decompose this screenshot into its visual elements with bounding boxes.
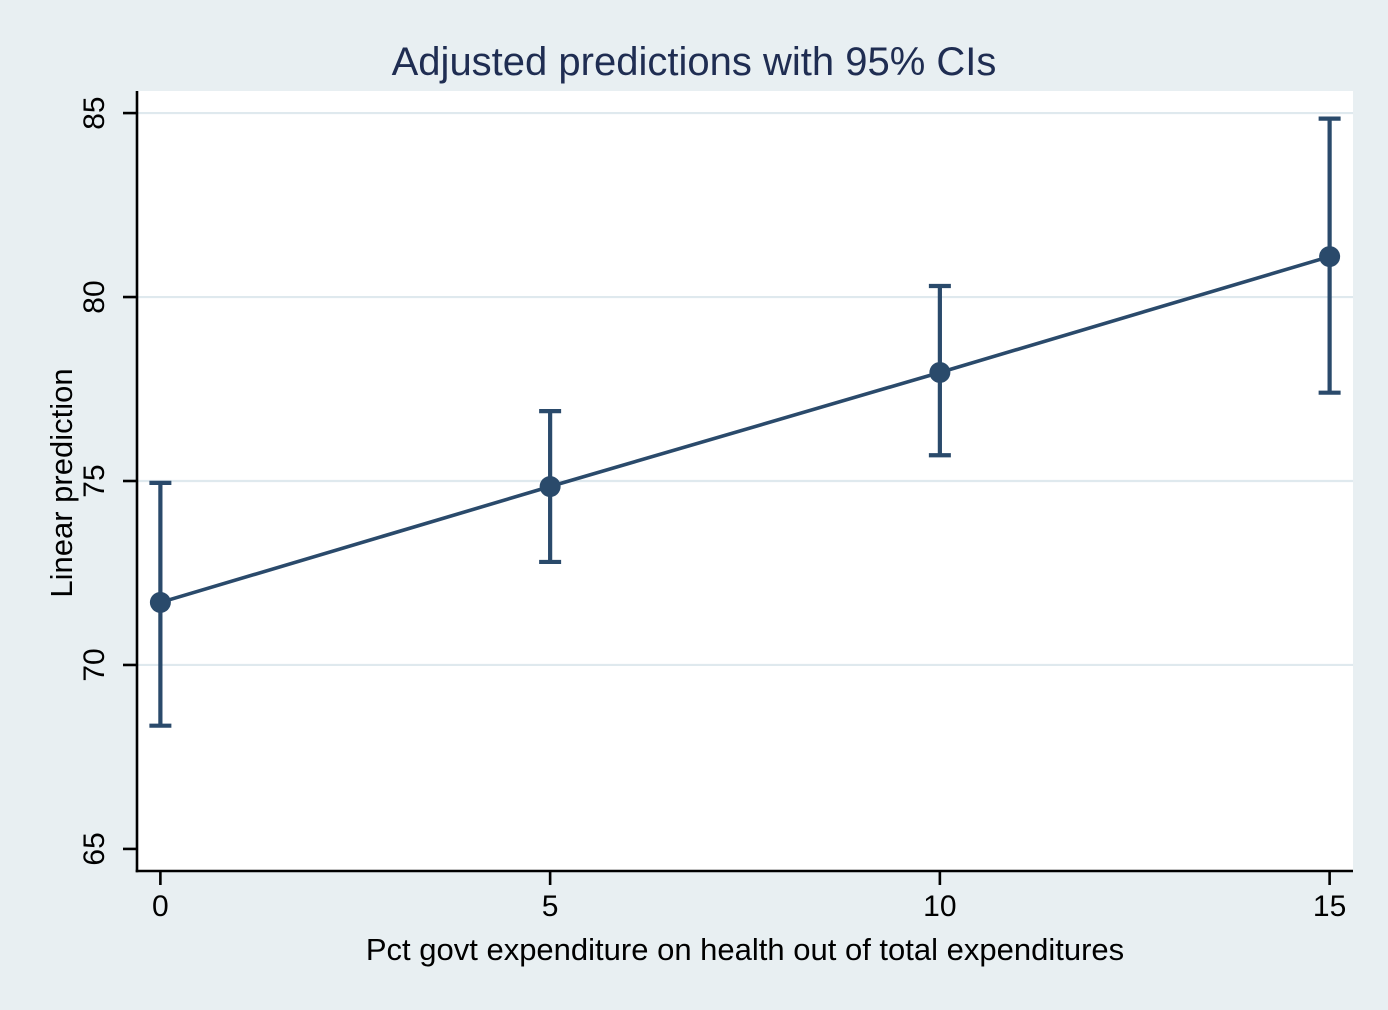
x-tick-label: 15 (1313, 890, 1346, 923)
y-tick-label: 65 (78, 832, 111, 865)
y-tick-label: 70 (78, 648, 111, 681)
y-tick-label: 80 (78, 280, 111, 313)
x-tick-label: 5 (542, 890, 559, 923)
chart-title: Adjusted predictions with 95% CIs (391, 40, 997, 84)
data-point (1319, 246, 1341, 268)
x-tick-label: 10 (923, 890, 956, 923)
y-tick-label: 85 (78, 96, 111, 129)
y-axis-label: Linear prediction (44, 368, 79, 598)
data-point (929, 361, 951, 383)
data-point (149, 591, 171, 613)
prediction-line (159, 254, 1331, 605)
x-tick-label: 0 (152, 890, 169, 923)
x-axis-label: Pct govt expenditure on health out of to… (365, 932, 1125, 967)
data-point (539, 476, 561, 498)
y-tick-label: 75 (78, 464, 111, 497)
